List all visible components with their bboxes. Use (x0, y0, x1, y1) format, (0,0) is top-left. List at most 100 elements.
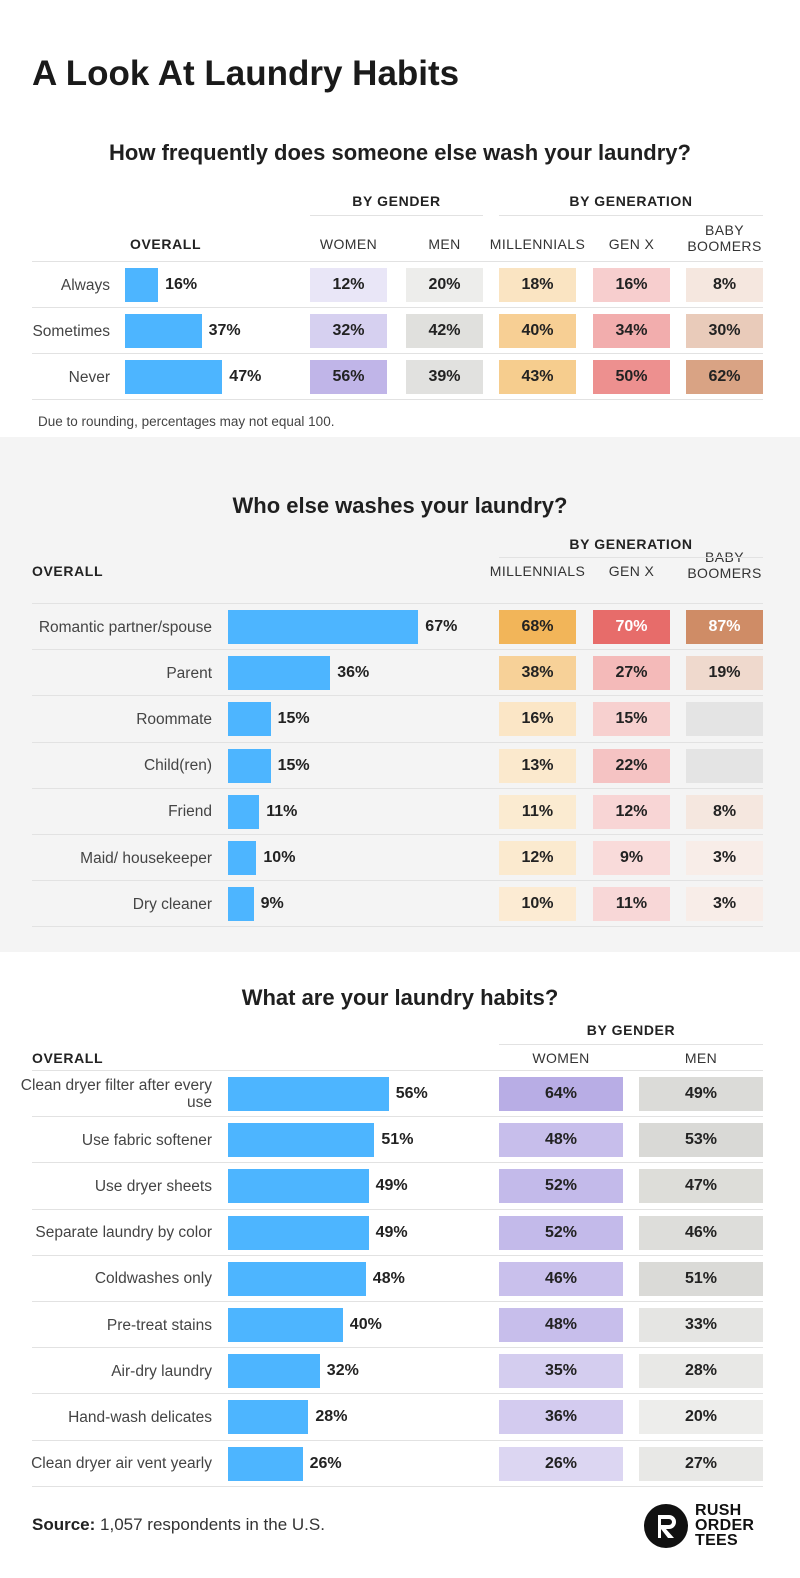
overall-bar-use-fabric-softener (228, 1123, 375, 1158)
cell-men-use-fabric-softener: 53% (639, 1123, 763, 1158)
row-divider (32, 307, 763, 308)
cell-women-air-dry-laundry: 35% (499, 1354, 623, 1389)
cell-millennials-always: 18% (499, 268, 576, 302)
chart-title: What are your laundry habits? (241, 985, 559, 1010)
cell-baby-boomers-always: 8% (686, 268, 763, 302)
overall-value-clean-dryer-filter-after-every-use: 56% (395, 1085, 428, 1102)
row-label-parent: Parent (166, 664, 212, 682)
cell-gen-x-maid-housekeeper: 9% (593, 841, 670, 875)
cell-gen-x-parent: 27% (593, 656, 670, 691)
overall-bar-pre-treat-stains (228, 1308, 343, 1342)
cell-women-coldwashes-only: 46% (499, 1261, 623, 1296)
row-divider (32, 742, 763, 743)
group-header-divider (499, 557, 763, 558)
cell-baby-boomers-dry-cleaner: 3% (686, 887, 763, 922)
row-divider (32, 1440, 763, 1441)
overall-bar-sometimes (125, 314, 202, 348)
cell-women-never: 56% (310, 360, 387, 394)
cell-gen-x-romantic-partner-spouse: 70% (593, 610, 670, 644)
overall-header: OVERALL (130, 236, 202, 252)
overall-value-maid-housekeeper: 10% (263, 849, 296, 866)
cell-baby-boomers-parent: 19% (686, 656, 763, 691)
group-header-by-generation: BY GENERATION (569, 536, 693, 552)
cell-gen-x-child-ren: 22% (593, 748, 670, 783)
column-header-gen-x: GEN X (608, 236, 655, 252)
cell-millennials-parent: 38% (499, 656, 576, 691)
table-bottom-line (32, 399, 763, 400)
cell-baby-boomers-maid-housekeeper: 3% (686, 841, 763, 875)
column-header-women: WOMEN (532, 1050, 590, 1066)
cell-men-pre-treat-stains: 33% (639, 1308, 763, 1342)
overall-bar-always (125, 268, 159, 302)
overall-value-use-dryer-sheets: 49% (375, 1177, 408, 1195)
source-text: 1,057 respondents in the U.S. (100, 1515, 325, 1534)
cell-gen-x-always: 16% (593, 268, 670, 302)
overall-value-always: 16% (165, 276, 198, 293)
overall-header: OVERALL (32, 1050, 104, 1066)
row-label-maid-housekeeper: Maid/ housekeeper (80, 849, 212, 867)
logo-line-1: RUSH (695, 1502, 742, 1519)
cell-women-use-dryer-sheets: 52% (499, 1169, 623, 1204)
cell-men-hand-wash-delicates: 20% (639, 1400, 763, 1435)
row-label-pre-treat-stains: Pre-treat stains (106, 1316, 212, 1334)
logo-line-2: ORDER (695, 1517, 755, 1534)
cell-men-separate-laundry-by-color: 46% (639, 1215, 763, 1250)
overall-value-parent: 36% (337, 664, 370, 682)
overall-bar-clean-dryer-filter-after-every-use (228, 1077, 389, 1111)
cell-men-clean-dryer-filter-after-every-use: 49% (639, 1077, 763, 1111)
group-header-by-gender: BY GENDER (352, 193, 441, 209)
logo: RUSH ORDER TEES (643, 1503, 773, 1549)
row-label-use-fabric-softener: Use fabric softener (81, 1131, 212, 1149)
row-label-always: Always (60, 276, 110, 294)
source-label: Source: (32, 1515, 96, 1534)
cell-baby-boomers-friend: 8% (686, 794, 763, 829)
overall-value-never: 47% (229, 368, 262, 385)
chart-title: How frequently does someone else wash yo… (109, 140, 691, 165)
cell-baby-boomers-sometimes: 30% (686, 314, 763, 348)
overall-value-sometimes: 37% (208, 322, 241, 339)
row-label-child-ren: Child(ren) (143, 757, 212, 775)
overall-bar-separate-laundry-by-color (228, 1215, 369, 1250)
cell-men-always: 20% (406, 268, 483, 302)
overall-bar-romantic-partner-spouse (228, 610, 419, 644)
group-header-divider (310, 215, 483, 216)
overall-bar-coldwashes-only (228, 1261, 366, 1296)
overall-value-child-ren: 15% (277, 756, 310, 774)
row-divider (32, 1301, 763, 1302)
column-header-men: MEN (684, 1050, 718, 1066)
cell-women-sometimes: 32% (310, 314, 387, 348)
cell-millennials-never: 43% (499, 360, 576, 394)
cell-millennials-romantic-partner-spouse: 68% (499, 610, 576, 644)
rounding-note: Due to rounding, percentages may not equ… (38, 414, 335, 429)
overall-bar-maid-housekeeper (228, 841, 257, 875)
overall-value-romantic-partner-spouse: 67% (425, 618, 458, 635)
overall-value-use-fabric-softener: 51% (381, 1131, 414, 1149)
row-divider (32, 1347, 763, 1348)
row-label-never: Never (68, 368, 110, 386)
row-label-romantic-partner-spouse: Romantic partner/spouse (38, 618, 212, 636)
cell-women-always: 12% (310, 268, 387, 302)
rush-order-tees-logo-icon (644, 1504, 688, 1548)
page-title: A Look At Laundry Habits (32, 54, 460, 93)
overall-value-air-dry-laundry: 32% (326, 1362, 359, 1380)
cell-men-sometimes: 42% (406, 314, 483, 348)
cell-gen-x-friend: 12% (593, 794, 670, 829)
row-label-separate-laundry-by-color: Separate laundry by color (35, 1224, 212, 1242)
overall-value-roommate: 15% (277, 710, 310, 728)
cell-baby-boomers-child-ren (686, 748, 763, 783)
overall-header: OVERALL (32, 563, 104, 579)
overall-bar-parent (228, 656, 331, 691)
row-divider (32, 834, 763, 835)
row-label-air-dry-laundry: Air-dry laundry (111, 1362, 212, 1380)
overall-bar-roommate (228, 702, 271, 737)
cell-men-use-dryer-sheets: 47% (639, 1169, 763, 1204)
row-divider (32, 649, 763, 650)
cell-men-clean-dryer-air-vent-yearly: 27% (639, 1446, 763, 1481)
overall-bar-air-dry-laundry (228, 1354, 320, 1389)
row-divider (32, 788, 763, 789)
row-divider (32, 261, 763, 262)
group-header-divider (499, 215, 763, 216)
row-divider (32, 603, 763, 604)
row-label-roommate: Roommate (136, 710, 212, 728)
cell-millennials-maid-housekeeper: 12% (499, 841, 576, 875)
